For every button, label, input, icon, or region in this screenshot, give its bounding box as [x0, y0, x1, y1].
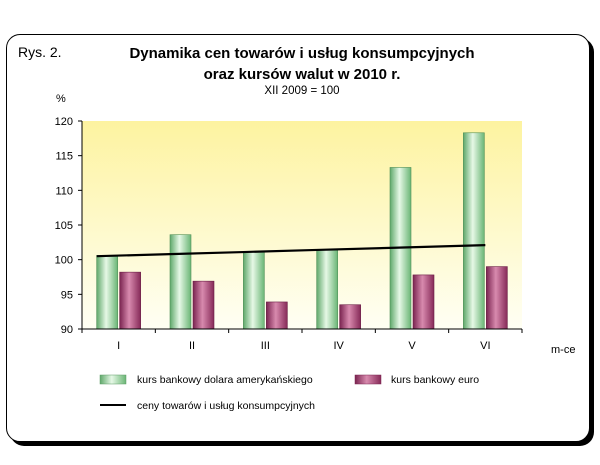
y-tick-label: 110: [55, 185, 73, 197]
bar-eur-IV: [339, 304, 361, 330]
x-tick-label: VI: [480, 340, 490, 352]
x-tick-label: IV: [333, 340, 344, 352]
x-tick-label: I: [117, 340, 120, 352]
y-tick-label: 100: [55, 255, 73, 267]
plot-area: [82, 121, 522, 329]
chart-subtitle: XII 2009 = 100: [264, 85, 339, 97]
bar-usd-II: [169, 234, 192, 330]
legend: kurs bankowy dolara amerykańskiego kurs …: [99, 374, 479, 412]
y-tick-label: 120: [55, 116, 73, 128]
y-tick-label: 95: [61, 289, 73, 301]
x-tick-label: II: [189, 340, 195, 352]
figure-label: Rys. 2.: [18, 44, 62, 60]
bar-eur-V: [412, 274, 435, 330]
legend-label-usd: kurs bankowy dolara amerykańskiego: [137, 374, 313, 386]
bar-usd-IV: [316, 249, 338, 330]
legend-label-cpi: ceny towarów i usług konsumpcyjnych: [137, 400, 315, 412]
bar-usd-III: [243, 251, 265, 330]
bar-eur-VI: [486, 266, 508, 330]
chart-title-line-1: Dynamika cen towarów i usług konsumpcyjn…: [129, 45, 474, 62]
x-tick-label: III: [261, 340, 270, 352]
legend-swatch-eur: [354, 374, 382, 385]
y-tick-label: 105: [55, 220, 73, 232]
bar-eur-I: [119, 271, 141, 330]
x-tick-label: V: [408, 340, 416, 352]
bar-eur-III: [266, 301, 288, 330]
bar-eur-II: [192, 280, 215, 330]
y-tick-label: 90: [61, 324, 73, 336]
cpi-line: [96, 244, 486, 258]
bar-usd-VI: [463, 132, 485, 330]
y-axis-unit-label: %: [56, 93, 66, 105]
bar-usd-I: [96, 255, 118, 330]
y-tick-label: 115: [55, 151, 73, 163]
legend-label-eur: kurs bankowy euro: [391, 374, 479, 386]
x-axis-label: m-ce: [551, 344, 575, 356]
legend-swatch-usd: [99, 374, 127, 385]
chart-title-line-2: oraz kursów walut w 2010 r.: [204, 66, 401, 83]
